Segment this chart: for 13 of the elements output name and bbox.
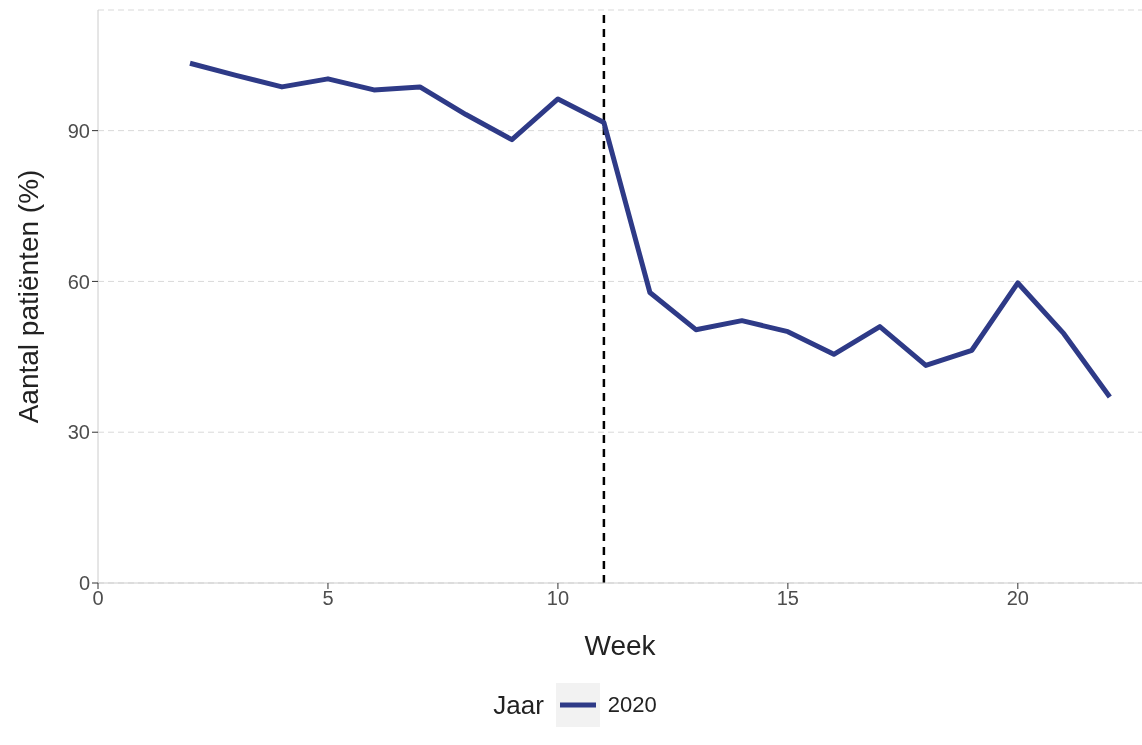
y-tick-label: 30 bbox=[67, 421, 90, 444]
x-tick-label: 10 bbox=[546, 587, 570, 610]
x-tick-label: 15 bbox=[776, 587, 799, 610]
x-tick-label: 5 bbox=[322, 587, 334, 610]
legend-title: Jaar bbox=[493, 689, 544, 721]
x-tick-label: 0 bbox=[92, 587, 104, 610]
legend-label: 2020 bbox=[607, 692, 657, 718]
y-axis-title: Aantal patiënten (%) bbox=[12, 169, 44, 424]
x-tick-label: 20 bbox=[1006, 587, 1029, 610]
y-tick-label: 60 bbox=[67, 270, 90, 293]
x-axis-title: Week bbox=[584, 630, 657, 661]
y-tick-label: 0 bbox=[78, 572, 90, 595]
y-tick-label: 90 bbox=[67, 119, 90, 142]
